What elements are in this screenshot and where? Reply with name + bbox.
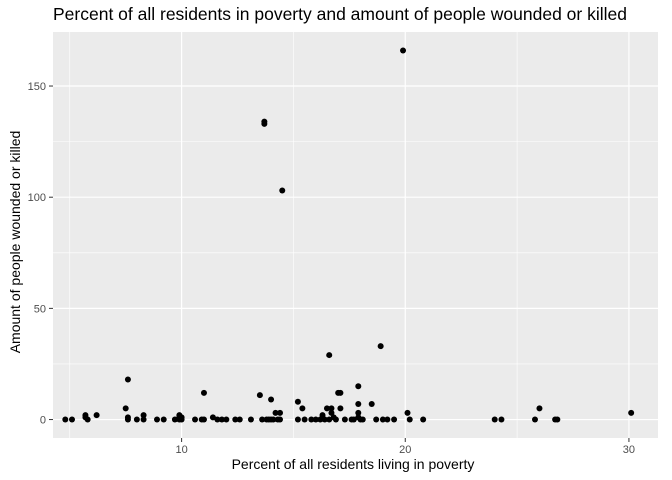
data-point <box>400 47 407 54</box>
data-point <box>326 352 333 359</box>
data-point <box>373 416 380 423</box>
y-tick-label: 150 <box>28 81 46 93</box>
y-axis: 0 50 100 150 <box>28 81 53 427</box>
data-point <box>328 409 335 416</box>
data-point <box>355 409 362 416</box>
x-tick-label: 30 <box>623 444 635 456</box>
data-point <box>294 398 301 405</box>
data-point <box>368 400 375 407</box>
data-point <box>62 416 69 423</box>
data-point <box>277 409 284 416</box>
x-tick-label: 10 <box>175 444 187 456</box>
data-point <box>279 187 286 194</box>
data-point <box>154 416 161 423</box>
data-point <box>223 416 230 423</box>
data-point <box>259 416 266 423</box>
data-point <box>359 416 366 423</box>
data-point <box>200 416 207 423</box>
data-point <box>391 416 398 423</box>
data-point <box>247 416 254 423</box>
data-point <box>321 416 328 423</box>
data-point <box>232 416 239 423</box>
data-point <box>377 343 384 350</box>
data-point <box>491 416 498 423</box>
data-point <box>270 416 277 423</box>
plot-panel <box>53 32 658 438</box>
x-axis: 10 20 30 <box>175 438 635 456</box>
data-point <box>531 416 538 423</box>
data-points <box>62 47 635 423</box>
data-point <box>406 416 413 423</box>
data-point <box>268 396 275 403</box>
data-point <box>317 416 324 423</box>
x-tick-label: 20 <box>399 444 411 456</box>
data-point <box>332 416 339 423</box>
data-point <box>93 412 100 419</box>
x-axis-label: Percent of all residents living in pover… <box>231 456 475 472</box>
y-tick-label: 100 <box>28 192 46 204</box>
data-point <box>554 416 561 423</box>
data-point <box>326 416 333 423</box>
data-point <box>192 416 199 423</box>
data-point <box>628 409 635 416</box>
data-point <box>69 416 76 423</box>
data-point <box>404 409 411 416</box>
data-point <box>200 389 207 396</box>
data-point <box>84 416 91 423</box>
data-point <box>299 405 306 412</box>
data-point <box>350 416 357 423</box>
data-point <box>384 416 391 423</box>
data-point <box>308 416 315 423</box>
y-tick-label: 0 <box>40 415 46 427</box>
data-point <box>337 405 344 412</box>
data-point <box>498 416 505 423</box>
data-point <box>379 416 386 423</box>
data-point <box>328 405 335 412</box>
data-point <box>301 416 308 423</box>
chart-title: Percent of all residents in poverty and … <box>53 4 627 24</box>
data-point <box>355 400 362 407</box>
data-point <box>160 416 167 423</box>
data-point <box>178 414 185 421</box>
data-point <box>256 392 263 399</box>
data-point <box>140 416 147 423</box>
data-point <box>209 414 216 421</box>
data-point <box>261 120 268 127</box>
data-point <box>323 405 330 412</box>
data-point <box>140 412 147 419</box>
data-point <box>319 412 326 419</box>
data-point <box>341 416 348 423</box>
data-point <box>337 389 344 396</box>
data-point <box>133 416 140 423</box>
data-point <box>214 416 221 423</box>
y-axis-label: Amount of people wounded or killed <box>7 130 23 354</box>
data-point <box>277 416 284 423</box>
data-point <box>171 416 178 423</box>
minor-gridlines <box>53 32 658 438</box>
data-point <box>420 416 427 423</box>
data-point <box>122 405 129 412</box>
data-point <box>236 416 243 423</box>
data-point <box>294 416 301 423</box>
data-point <box>124 376 131 383</box>
data-point <box>312 416 319 423</box>
data-point <box>218 416 225 423</box>
y-tick-label: 50 <box>34 303 46 315</box>
data-point <box>272 409 279 416</box>
data-point <box>355 383 362 390</box>
data-point <box>124 414 131 421</box>
data-point <box>536 405 543 412</box>
